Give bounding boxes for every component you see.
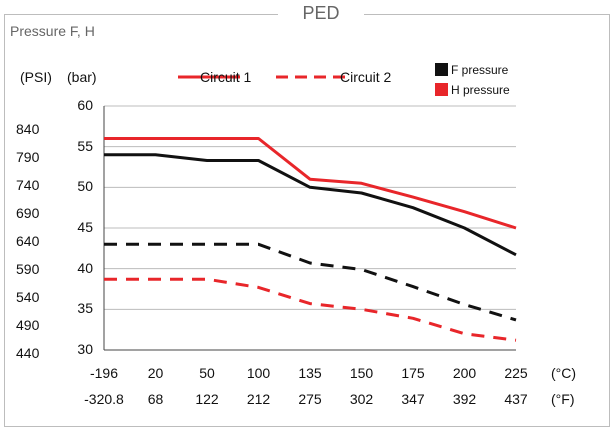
series-line: [104, 137, 517, 230]
y-tick-bar-label: 30: [77, 341, 93, 357]
y-axis-bar-unit: (bar): [67, 69, 97, 85]
x-tick-celsius-label: 225: [504, 365, 528, 381]
y-tick-bar-label: 45: [77, 219, 93, 235]
x-tick-celsius-label: 135: [298, 365, 322, 381]
x-tick-celsius-label: 100: [246, 365, 271, 381]
series-line: [104, 277, 517, 342]
series-line: [104, 242, 517, 322]
x-tick-fahrenheit-label: 347: [401, 391, 425, 407]
x-tick-celsius-label: 175: [401, 365, 425, 381]
x-tick-fahrenheit-label: 302: [349, 391, 374, 407]
y-tick-psi-label: 440: [16, 345, 40, 361]
x-tick-celsius-label: 50: [199, 365, 215, 381]
x-tick-fahrenheit-label: 437: [504, 391, 528, 407]
y-tick-psi-label: 690: [16, 205, 40, 221]
x-tick-celsius-label: -196: [89, 365, 119, 381]
y-tick-psi-label: 790: [16, 149, 40, 165]
x-axis-fahrenheit-unit: (°F): [551, 391, 575, 407]
x-tick-celsius-label: 20: [147, 365, 164, 381]
x-tick-fahrenheit-label: 275: [298, 391, 322, 407]
legend-h-pressure-swatch: [435, 83, 448, 96]
series-line: [104, 153, 517, 257]
x-tick-fahrenheit-label: 122: [195, 391, 219, 407]
chart-subtitle: Pressure F, H: [10, 23, 95, 39]
y-tick-psi-label: 540: [16, 289, 40, 305]
x-tick-celsius-label: 150: [349, 365, 374, 381]
x-tick-fahrenheit-label: 212: [246, 391, 271, 407]
x-tick-fahrenheit-label: 68: [147, 391, 164, 407]
y-tick-bar-label: 50: [77, 178, 93, 195]
y-tick-psi-label: 740: [16, 177, 40, 193]
x-tick-fahrenheit-label: -320.8: [84, 391, 124, 407]
legend-h-pressure-label: H pressure: [451, 83, 510, 97]
y-tick-psi-label: 840: [16, 121, 40, 137]
plot-area: [103, 105, 517, 351]
y-tick-bar-label: 40: [77, 259, 93, 276]
y-tick-bar-label: 55: [77, 137, 93, 154]
y-tick-bar-label: 60: [77, 97, 93, 113]
x-tick-fahrenheit-label: 392: [452, 391, 477, 407]
legend-circuit2-label: Circuit 2: [340, 69, 392, 85]
y-tick-bar-label: 35: [77, 300, 93, 317]
y-tick-psi-label: 490: [16, 317, 40, 333]
legend-f-pressure-label: F pressure: [451, 63, 509, 77]
chart-title: PED: [278, 4, 364, 22]
y-tick-psi-label: 640: [16, 233, 40, 249]
legend-circuit1-label: Circuit 1: [200, 69, 252, 85]
x-tick-celsius-label: 200: [452, 365, 477, 381]
y-axis-psi-unit: (PSI): [20, 69, 52, 85]
x-axis-celsius-unit: (°C): [551, 365, 577, 381]
legend-f-pressure-swatch: [435, 63, 448, 76]
y-tick-psi-label: 590: [16, 261, 40, 277]
